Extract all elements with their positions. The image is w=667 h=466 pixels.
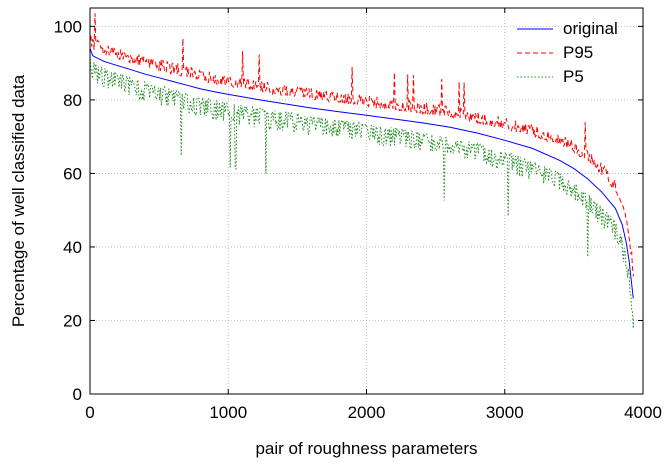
series-line-p95: [89, 13, 634, 277]
x-axis-title: pair of roughness parameters: [255, 439, 477, 458]
y-tick-label: 100: [54, 17, 82, 36]
legend-label-p95: P95: [563, 43, 593, 62]
y-axis-title: Percentage of well classified data: [9, 74, 28, 327]
x-tick-label: 2000: [348, 403, 386, 422]
y-tick-label: 20: [63, 311, 82, 330]
x-tick-label: 1000: [209, 403, 247, 422]
series-line-p5: [89, 55, 634, 329]
legend: original P95 P5: [517, 19, 618, 86]
series-layer: [89, 13, 634, 329]
x-tick-label: 4000: [624, 403, 662, 422]
legend-label-original: original: [563, 19, 618, 38]
y-tick-label: 0: [73, 385, 82, 404]
series-line-original: [89, 48, 634, 299]
y-tick-label: 80: [63, 91, 82, 110]
y-tick-label: 60: [63, 164, 82, 183]
legend-label-p5: P5: [563, 67, 584, 86]
x-tick-label: 0: [85, 403, 94, 422]
axis-ticks: 0 1000 2000 3000 4000 0 20 40 60 80 100: [54, 8, 662, 422]
y-tick-label: 40: [63, 238, 82, 257]
x-tick-label: 3000: [486, 403, 524, 422]
